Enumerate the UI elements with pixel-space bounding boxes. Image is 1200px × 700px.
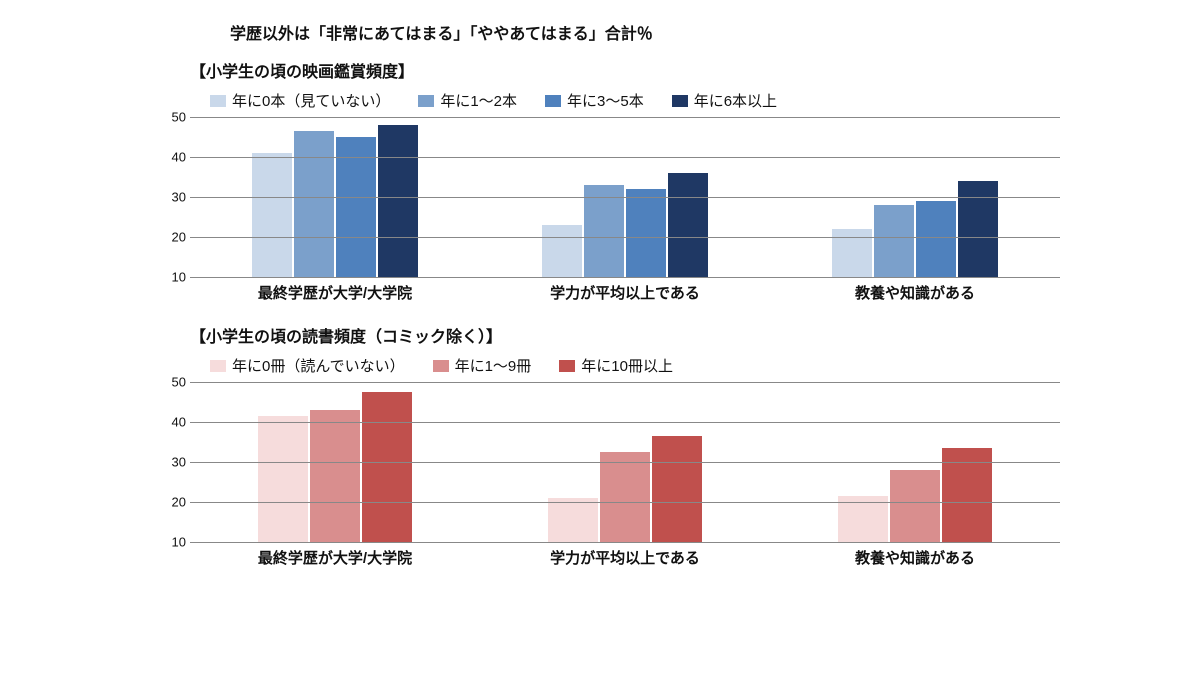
bar-group (548, 436, 702, 542)
y-tick-label: 20 (160, 230, 186, 245)
legend-label: 年に0冊（読んでいない） (232, 355, 405, 376)
gridline (190, 502, 1060, 503)
chart-2: 【小学生の頃の読書頻度（コミック除く）】 年に0冊（読んでいない）年に1～9冊年… (60, 323, 1140, 568)
bar (258, 416, 308, 542)
main-title: 学歴以外は「非常にあてはまる」「ややあてはまる」合計％ (230, 20, 1140, 44)
bar (542, 225, 582, 277)
legend-swatch (210, 95, 226, 107)
y-tick-label: 50 (160, 375, 186, 390)
legend-swatch (418, 95, 434, 107)
y-tick-label: 40 (160, 150, 186, 165)
y-tick-label: 10 (160, 535, 186, 550)
chart-1-legend: 年に0本（見ていない） 年に1～2本 年に3～5本 年に6本以上 (210, 90, 1140, 111)
chart-1-area: 1020304050 最終学歴が大学/大学院学力が平均以上である教養や知識がある (160, 117, 1060, 303)
legend-item: 年に1～2本 (418, 90, 517, 111)
bar (890, 470, 940, 542)
gridline (190, 237, 1060, 238)
bar (252, 153, 292, 277)
chart-2-subtitle: 【小学生の頃の読書頻度（コミック除く）】 (190, 323, 1140, 347)
bar (626, 189, 666, 277)
gridline (190, 197, 1060, 198)
gridline (190, 462, 1060, 463)
bar (600, 452, 650, 542)
y-tick-label: 40 (160, 415, 186, 430)
bar-group (258, 392, 412, 542)
bar (652, 436, 702, 542)
legend-label: 年に1～9冊 (455, 355, 532, 376)
legend-swatch (210, 360, 226, 372)
legend-item: 年に0本（見ていない） (210, 90, 390, 111)
chart-2-area: 1020304050 最終学歴が大学/大学院学力が平均以上である教養や知識がある (160, 382, 1060, 568)
legend-item: 年に3～5本 (545, 90, 644, 111)
legend-label: 年に6本以上 (694, 90, 777, 111)
legend-swatch (559, 360, 575, 372)
bar (958, 181, 998, 277)
bar (378, 125, 418, 277)
gridline (190, 157, 1060, 158)
bar (874, 205, 914, 277)
y-tick-label: 30 (160, 190, 186, 205)
chart-container: 学歴以外は「非常にあてはまる」「ややあてはまる」合計％ 【小学生の頃の映画鑑賞頻… (0, 0, 1200, 608)
bar (916, 201, 956, 277)
chart-1-plot: 1020304050 (190, 117, 1060, 278)
x-category-label: 教養や知識がある (770, 547, 1060, 568)
bar (294, 131, 334, 277)
bar (584, 185, 624, 277)
legend-item: 年に10冊以上 (559, 355, 673, 376)
legend-swatch (433, 360, 449, 372)
legend-label: 年に3～5本 (567, 90, 644, 111)
legend-label: 年に1～2本 (440, 90, 517, 111)
chart-1: 【小学生の頃の映画鑑賞頻度】 年に0本（見ていない）年に1～2本年に3～5本年に… (60, 58, 1140, 303)
gridline (190, 382, 1060, 383)
bar-group (252, 125, 418, 277)
chart-2-legend: 年に0冊（読んでいない） 年に1～9冊 年に10冊以上 (210, 355, 1140, 376)
legend-label: 年に0本（見ていない） (232, 90, 390, 111)
legend-item: 年に6本以上 (672, 90, 777, 111)
chart-2-plot: 1020304050 (190, 382, 1060, 543)
legend-item: 年に1～9冊 (433, 355, 532, 376)
y-tick-label: 20 (160, 495, 186, 510)
legend-label: 年に10冊以上 (581, 355, 673, 376)
x-category-label: 教養や知識がある (770, 282, 1060, 303)
bar (310, 410, 360, 542)
legend-swatch (545, 95, 561, 107)
x-category-label: 学力が平均以上である (480, 282, 770, 303)
bar (548, 498, 598, 542)
bar-group (832, 181, 998, 277)
chart-1-subtitle: 【小学生の頃の映画鑑賞頻度】 (190, 58, 1140, 82)
x-category-label: 最終学歴が大学/大学院 (190, 547, 480, 568)
x-category-label: 学力が平均以上である (480, 547, 770, 568)
chart-1-xlabels: 最終学歴が大学/大学院学力が平均以上である教養や知識がある (190, 282, 1060, 303)
y-tick-label: 10 (160, 270, 186, 285)
bar (668, 173, 708, 277)
bar (362, 392, 412, 542)
bar-group (542, 173, 708, 277)
bar (336, 137, 376, 277)
x-category-label: 最終学歴が大学/大学院 (190, 282, 480, 303)
y-tick-label: 30 (160, 455, 186, 470)
y-tick-label: 50 (160, 110, 186, 125)
gridline (190, 422, 1060, 423)
legend-item: 年に0冊（読んでいない） (210, 355, 405, 376)
legend-swatch (672, 95, 688, 107)
chart-2-xlabels: 最終学歴が大学/大学院学力が平均以上である教養や知識がある (190, 547, 1060, 568)
gridline (190, 117, 1060, 118)
